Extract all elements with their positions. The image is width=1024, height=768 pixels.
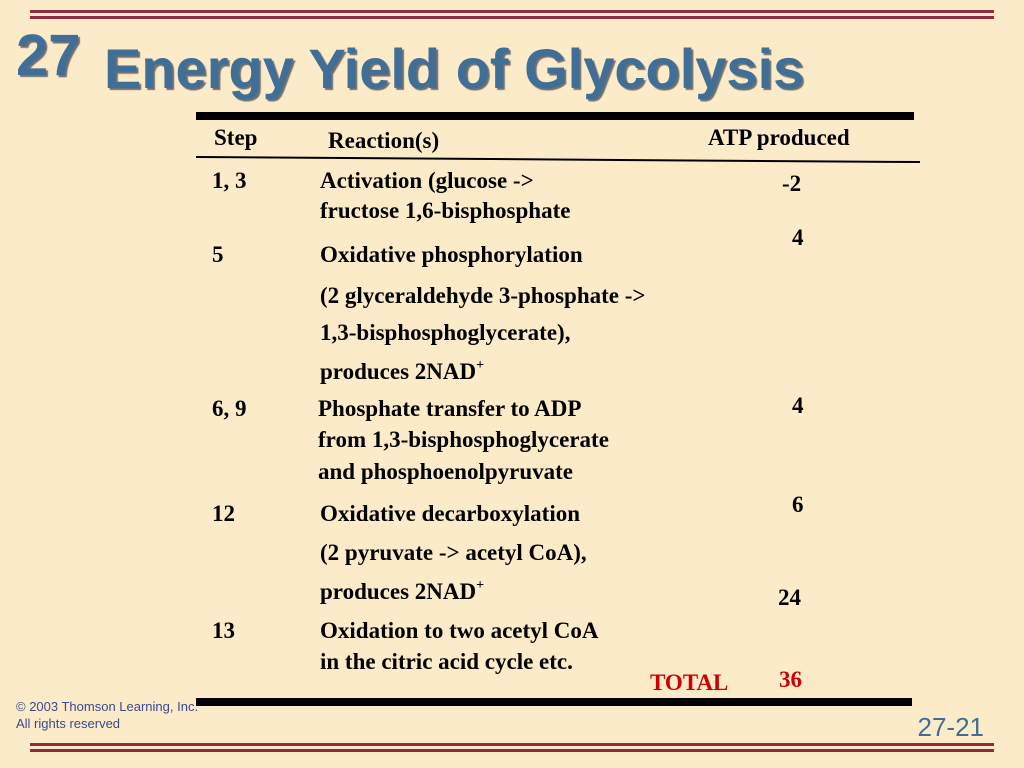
row-step: 1, 3	[212, 168, 247, 193]
bottom-border-lines	[30, 743, 994, 755]
copyright-notice: © 2003 Thomson Learning, Inc. All rights…	[16, 698, 198, 732]
slide-title: Energy Yield of Glycolysis	[104, 37, 805, 100]
copyright-line: © 2003 Thomson Learning, Inc.	[16, 699, 199, 714]
chapter-number: 27	[16, 23, 81, 88]
total-label: TOTAL	[650, 670, 729, 695]
row-step: 6, 9	[212, 396, 247, 421]
superscript-plus: +	[476, 358, 485, 373]
row-reaction-line: Oxidation to two acetyl CoA	[320, 618, 599, 643]
total-value: 36	[779, 667, 802, 692]
page-number: 27-21	[917, 712, 985, 742]
row-reaction-line: in the citric acid cycle etc.	[320, 649, 573, 674]
row-atp: -2	[782, 171, 802, 196]
row-atp: 24	[778, 585, 801, 610]
table-header-rule	[195, 156, 920, 164]
row-atp: 6	[792, 492, 804, 517]
row-step: 5	[212, 242, 224, 267]
header-step: Step	[214, 125, 258, 150]
row-reaction-line: (2 pyruvate -> acetyl CoA),	[320, 540, 587, 565]
row-atp: 4	[792, 393, 804, 418]
row-reaction-line: fructose 1,6-bisphosphate	[320, 198, 571, 223]
row-reaction-line: and phosphoenolpyruvate	[318, 459, 573, 484]
header-atp: ATP produced	[708, 125, 850, 150]
row-atp: 4	[792, 225, 804, 250]
row-reaction-line: 1,3-bisphosphoglycerate),	[320, 320, 571, 345]
row-reaction-line: produces 2NAD+	[320, 358, 485, 385]
top-border-lines	[30, 10, 994, 22]
row-step: 12	[212, 501, 235, 526]
row-reaction-line: Oxidative decarboxylation	[320, 501, 581, 526]
copyright-line: All rights reserved	[16, 716, 121, 731]
table-top-rule	[196, 112, 914, 120]
row-reaction-line: Phosphate transfer to ADP	[318, 396, 582, 421]
table-bottom-rule	[196, 698, 912, 706]
superscript-plus: +	[476, 578, 485, 593]
row-reaction-line: Oxidative phosphorylation	[320, 242, 583, 267]
header-reaction: Reaction(s)	[328, 128, 440, 153]
row-reaction-line: (2 glyceraldehyde 3-phosphate ->	[320, 283, 646, 308]
row-step: 13	[212, 618, 235, 643]
row-reaction-line: Activation (glucose ->	[320, 168, 534, 193]
row-reaction-line: produces 2NAD+	[320, 578, 485, 605]
row-reaction-line: from 1,3-bisphosphoglycerate	[318, 427, 609, 452]
